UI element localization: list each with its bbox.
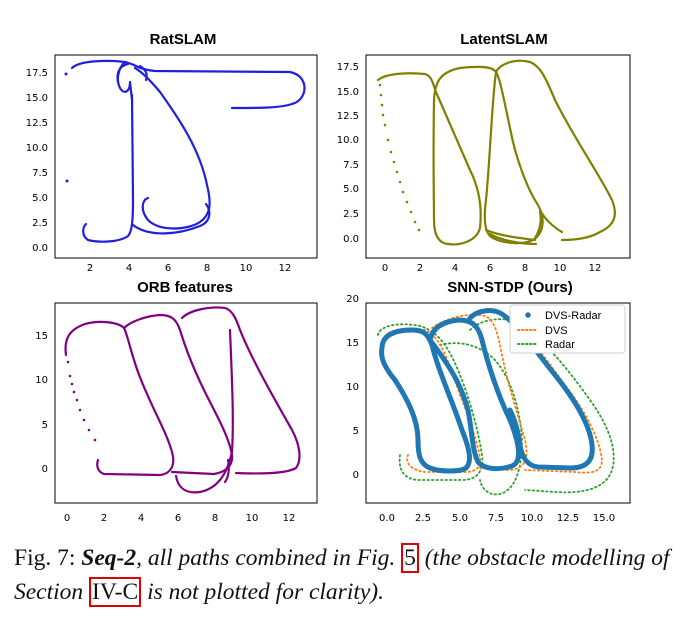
x-tick-labels: 0 2 4 6 8 10 12 <box>64 513 296 524</box>
panel-title: LatentSLAM <box>460 31 548 48</box>
y-tick-labels: 0 5 10 15 20 <box>346 294 359 481</box>
legend-box <box>509 304 626 354</box>
legend: DVS-Radar DVS Radar <box>509 304 626 354</box>
legend-marker-dvs-radar <box>525 312 531 318</box>
section-reference-link[interactable]: IV-C <box>89 577 142 607</box>
caption-text-1: , all paths combined in Fig. <box>136 545 402 571</box>
panel-orb-features: ORB features 0 5 10 15 0 2 4 6 8 10 12 <box>35 279 318 524</box>
y-tick: 17.5 <box>337 62 359 73</box>
x-tick: 0 <box>382 263 388 274</box>
x-tick: 10 <box>240 263 253 274</box>
y-tick: 20 <box>346 294 359 305</box>
y-tick: 5.0 <box>343 184 359 195</box>
x-tick: 12 <box>589 263 602 274</box>
y-tick: 10.0 <box>337 135 359 146</box>
legend-label-dvs-radar: DVS-Radar <box>545 310 602 322</box>
y-tick: 12.5 <box>337 111 359 122</box>
panel-title: SNN-STDP (Ours) <box>447 279 573 296</box>
y-tick: 7.5 <box>343 160 359 171</box>
x-tick: 4 <box>126 263 132 274</box>
x-tick: 0 <box>64 513 70 524</box>
sparse-points-latentslam <box>378 83 421 232</box>
plot-frame <box>54 302 318 504</box>
y-tick: 12.5 <box>26 118 48 129</box>
x-tick: 15.0 <box>593 513 615 524</box>
y-tick: 15 <box>35 331 48 342</box>
y-tick: 15.0 <box>26 93 48 104</box>
caption-seq: Seq-2 <box>81 545 137 571</box>
y-tick: 0 <box>353 470 359 481</box>
panel-latentslam: LatentSLAM 0.0 2.5 5.0 7.5 10.0 12.5 15.… <box>337 31 631 274</box>
x-tick: 7.5 <box>488 513 504 524</box>
x-tick: 5.0 <box>452 513 468 524</box>
plot-frame <box>54 54 318 259</box>
x-tick: 4 <box>452 263 458 274</box>
x-tick: 10 <box>246 513 259 524</box>
y-tick: 5 <box>42 420 48 431</box>
caption-prefix: Fig. 7: <box>14 545 82 571</box>
caption-text-2: (the obstacle modelling of Section <box>14 545 670 605</box>
figure-reference-link[interactable]: 5 <box>401 543 419 573</box>
y-tick: 2.5 <box>32 218 48 229</box>
x-tick: 8 <box>212 513 218 524</box>
x-tick: 12 <box>279 263 292 274</box>
y-tick: 5.0 <box>32 193 48 204</box>
trajectory-orb <box>64 306 301 494</box>
panel-ratslam: RatSLAM 0.0 2.5 5.0 7.5 10.0 12.5 15.0 1… <box>26 31 318 274</box>
figure-caption: Fig. 7: Seq-2, all paths combined in Fig… <box>14 541 674 609</box>
y-tick: 17.5 <box>26 68 48 79</box>
y-tick: 10 <box>346 382 359 393</box>
x-tick: 2 <box>417 263 423 274</box>
stray-point <box>64 72 68 76</box>
figure: RatSLAM 0.0 2.5 5.0 7.5 10.0 12.5 15.0 1… <box>26 31 631 524</box>
y-tick-labels: 0.0 2.5 5.0 7.5 10.0 12.5 15.0 17.5 <box>26 68 48 254</box>
y-tick: 0.0 <box>343 234 359 245</box>
panel-title: RatSLAM <box>150 31 217 48</box>
legend-label-radar: Radar <box>545 339 575 351</box>
y-tick: 0.0 <box>32 243 48 254</box>
caption-text-3: is not plotted for clarity). <box>141 579 385 605</box>
y-tick: 15 <box>346 338 359 349</box>
y-tick-labels: 0.0 2.5 5.0 7.5 10.0 12.5 15.0 17.5 <box>337 62 359 245</box>
legend-label-dvs: DVS <box>545 325 568 337</box>
y-tick: 10.0 <box>26 143 48 154</box>
x-tick: 10.0 <box>521 513 543 524</box>
y-tick: 10 <box>35 375 48 386</box>
x-tick: 10 <box>554 263 567 274</box>
series-dvs-radar <box>379 308 595 474</box>
x-tick: 2.5 <box>415 513 431 524</box>
panel-title: ORB features <box>137 279 233 296</box>
plot-frame <box>365 54 631 259</box>
x-tick: 8 <box>522 263 528 274</box>
trajectory-ratslam <box>70 59 306 243</box>
x-tick: 2 <box>101 513 107 524</box>
y-tick: 2.5 <box>343 209 359 220</box>
x-tick: 2 <box>87 263 93 274</box>
x-tick: 12.5 <box>557 513 579 524</box>
y-tick: 7.5 <box>32 168 48 179</box>
y-tick: 5 <box>353 426 359 437</box>
x-tick: 6 <box>175 513 181 524</box>
x-tick: 6 <box>487 263 493 274</box>
plot-frame <box>365 302 631 504</box>
x-tick-labels: 0.0 2.5 5.0 7.5 10.0 12.5 15.0 <box>379 513 615 524</box>
x-tick: 6 <box>165 263 171 274</box>
y-tick-labels: 0 5 10 15 <box>35 331 48 475</box>
y-tick: 15.0 <box>337 87 359 98</box>
stray-point <box>65 179 69 183</box>
x-tick-labels: 2 4 6 8 10 12 <box>87 263 292 274</box>
panel-snn-stdp: SNN-STDP (Ours) 0 5 10 15 20 0.0 2.5 5.0… <box>346 279 631 524</box>
x-tick: 12 <box>283 513 296 524</box>
x-tick: 4 <box>138 513 144 524</box>
x-tick: 8 <box>204 263 210 274</box>
sparse-points-orb <box>66 360 97 442</box>
x-tick: 0.0 <box>379 513 395 524</box>
y-tick: 0 <box>42 464 48 475</box>
trajectory-latentslam <box>376 59 616 246</box>
x-tick-labels: 0 2 4 6 8 10 12 <box>382 263 602 274</box>
